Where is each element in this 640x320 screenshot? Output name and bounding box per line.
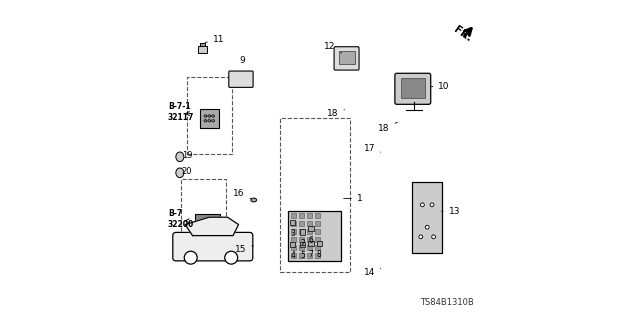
Bar [291,213,296,218]
Text: 20: 20 [182,167,192,176]
Ellipse shape [208,115,211,117]
Text: 10: 10 [431,82,450,91]
Bar [300,213,304,218]
Bar [291,242,296,247]
Ellipse shape [184,251,197,264]
Bar [300,242,305,247]
Text: 8: 8 [317,250,322,259]
Ellipse shape [176,152,184,162]
FancyBboxPatch shape [200,109,219,128]
Bar [308,226,314,231]
Ellipse shape [212,115,214,117]
FancyBboxPatch shape [334,47,359,70]
Bar [307,229,312,234]
Bar [307,237,312,242]
Text: 9: 9 [240,56,245,65]
Bar [187,77,232,154]
Text: 3: 3 [291,229,295,238]
Bar [316,229,320,234]
Text: 18: 18 [327,109,344,118]
Bar [308,241,314,246]
FancyBboxPatch shape [173,232,253,261]
Text: 7: 7 [308,250,314,259]
Bar [316,245,320,250]
Bar [307,213,312,218]
Bar [291,245,296,250]
Ellipse shape [176,168,184,178]
Bar [300,221,304,226]
Bar [339,51,355,64]
Text: 1: 1 [344,194,362,203]
Bar [181,179,226,259]
FancyBboxPatch shape [195,214,220,234]
Bar [280,118,351,272]
Bar [316,213,320,218]
FancyBboxPatch shape [412,182,442,253]
Text: 11: 11 [205,35,224,44]
Polygon shape [185,217,239,236]
Bar [291,253,296,258]
FancyBboxPatch shape [395,73,431,104]
Ellipse shape [420,203,424,207]
Ellipse shape [204,120,207,122]
Ellipse shape [419,235,422,239]
Bar [291,237,296,242]
Text: 16: 16 [234,189,252,199]
Text: 5: 5 [300,252,305,260]
Text: TS84B1310B: TS84B1310B [420,298,474,307]
Bar [316,221,320,226]
Text: 17: 17 [364,144,381,153]
Bar [316,253,320,258]
FancyBboxPatch shape [198,46,207,53]
Ellipse shape [225,251,237,264]
Text: 2: 2 [300,239,305,248]
FancyBboxPatch shape [229,71,253,87]
Ellipse shape [212,120,214,122]
Ellipse shape [204,115,207,117]
Bar [291,220,296,225]
Bar [300,237,304,242]
Bar [401,78,425,98]
Bar [316,237,320,242]
Text: 19: 19 [182,151,192,160]
Bar [300,229,304,234]
Bar [291,221,296,226]
Text: 14: 14 [364,268,381,277]
Text: 18: 18 [378,122,397,132]
Bar [300,245,304,250]
Ellipse shape [208,120,211,122]
Bar [291,229,296,234]
Text: B-7-1
32117: B-7-1 32117 [168,102,195,122]
Bar [307,245,312,250]
Ellipse shape [432,235,436,239]
Text: FR.: FR. [452,24,474,43]
Bar [307,221,312,226]
Ellipse shape [251,198,257,202]
Text: 13: 13 [442,207,460,216]
Ellipse shape [425,225,429,229]
FancyBboxPatch shape [200,43,205,46]
Bar [300,229,305,235]
Text: 6: 6 [308,236,314,244]
Ellipse shape [430,203,434,207]
Bar [307,253,312,258]
Bar [300,253,304,258]
Text: 12: 12 [324,42,342,53]
Bar [317,241,322,246]
Text: B-7
32200: B-7 32200 [168,210,195,229]
Text: 15: 15 [235,245,253,254]
FancyBboxPatch shape [288,211,341,261]
Text: 4: 4 [291,252,295,260]
